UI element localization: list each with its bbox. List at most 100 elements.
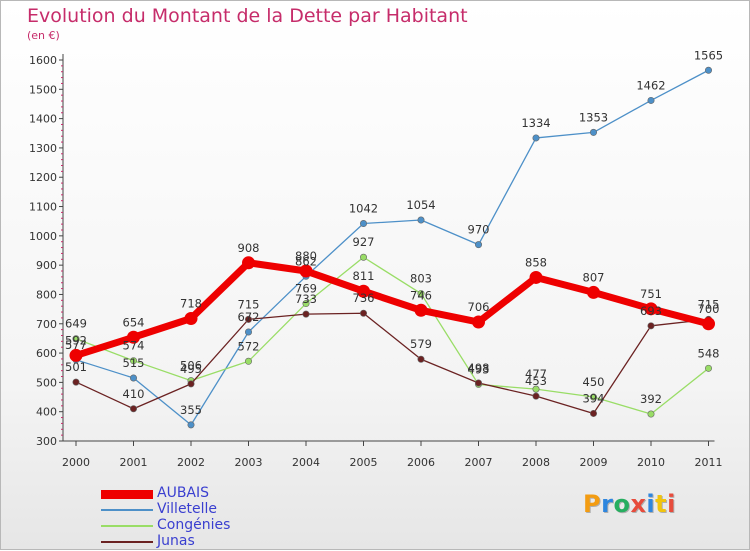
data-point bbox=[587, 285, 600, 299]
data-point bbox=[245, 315, 253, 323]
data-label: 807 bbox=[583, 270, 605, 284]
data-point bbox=[299, 264, 313, 278]
data-point bbox=[130, 357, 138, 365]
logo-letter: i bbox=[646, 490, 656, 518]
y-tick-label: 1100 bbox=[29, 201, 57, 214]
data-label: 1565 bbox=[694, 48, 723, 62]
series-line-aubais bbox=[72, 259, 712, 359]
legend-swatch bbox=[101, 525, 153, 527]
data-point bbox=[647, 322, 655, 330]
data-label: 715 bbox=[238, 297, 260, 311]
data-point bbox=[472, 315, 485, 329]
logo-letter: t bbox=[655, 490, 668, 518]
data-point bbox=[532, 134, 540, 142]
axes: 300 400 500 600 700 800 900 1000 1100 1200 1300 140… bbox=[29, 54, 723, 469]
series-line-junas bbox=[75, 312, 710, 415]
x-tick-label: 2001 bbox=[120, 456, 148, 469]
x-tick-label: 2002 bbox=[177, 456, 205, 469]
y-tick-label: 1000 bbox=[29, 230, 57, 243]
data-point bbox=[184, 311, 198, 325]
data-point bbox=[359, 309, 367, 317]
data-point bbox=[644, 302, 658, 316]
data-label: 355 bbox=[180, 403, 202, 417]
x-tick-label: 2007 bbox=[465, 456, 493, 469]
data-label: 495 bbox=[180, 362, 202, 376]
data-label: 493 bbox=[468, 362, 490, 376]
data-point bbox=[474, 379, 482, 387]
data-point bbox=[474, 241, 482, 249]
x-tick-label: 2004 bbox=[292, 456, 320, 469]
legend-swatch bbox=[101, 509, 153, 511]
data-point bbox=[417, 290, 425, 298]
data-point bbox=[529, 270, 543, 284]
data-label: 718 bbox=[180, 296, 202, 310]
data-point bbox=[245, 328, 253, 336]
data-label: 592 bbox=[65, 333, 87, 347]
data-label: 858 bbox=[525, 255, 547, 269]
logo-letter: P bbox=[583, 490, 602, 518]
data-point bbox=[130, 374, 138, 382]
data-label: 394 bbox=[583, 391, 605, 405]
y-tick-label: 800 bbox=[36, 288, 57, 301]
data-point bbox=[417, 355, 425, 363]
data-point bbox=[532, 385, 540, 393]
logo-letter: o bbox=[613, 490, 631, 518]
data-label: 862 bbox=[295, 254, 317, 268]
data-point bbox=[187, 380, 195, 388]
proxiti-logo: Proxiti bbox=[583, 490, 676, 518]
x-tick-label: 2005 bbox=[350, 456, 378, 469]
y-tick-label: 500 bbox=[36, 376, 57, 389]
data-point bbox=[72, 378, 80, 386]
series-line-villetelle bbox=[75, 69, 710, 426]
data-label: 450 bbox=[583, 375, 605, 389]
y-tick-label: 400 bbox=[36, 406, 57, 419]
data-point bbox=[130, 405, 138, 413]
data-point bbox=[589, 128, 597, 136]
data-label: 693 bbox=[640, 304, 662, 318]
x-tick-label: 2008 bbox=[522, 456, 550, 469]
x-tick-label: 2003 bbox=[235, 456, 263, 469]
legend-label: Congénies bbox=[157, 517, 231, 533]
legend-label: Villetelle bbox=[157, 501, 218, 517]
data-point bbox=[589, 409, 597, 417]
x-tick-label: 2006 bbox=[407, 456, 435, 469]
data-point bbox=[702, 317, 715, 331]
data-label: 672 bbox=[238, 310, 260, 324]
data-label: 803 bbox=[410, 272, 432, 286]
y-tick-label: 1400 bbox=[29, 113, 57, 126]
data-point bbox=[302, 310, 310, 318]
data-label: 477 bbox=[525, 367, 547, 381]
data-point bbox=[127, 330, 140, 344]
data-label: 751 bbox=[640, 287, 662, 301]
data-label: 501 bbox=[65, 360, 87, 374]
data-label: 1054 bbox=[406, 198, 435, 212]
data-label: 1334 bbox=[521, 116, 550, 130]
data-label: 453 bbox=[525, 374, 547, 388]
data-point bbox=[302, 300, 310, 308]
x-tick-label: 2010 bbox=[637, 456, 665, 469]
data-label: 908 bbox=[238, 241, 260, 255]
y-tick-label: 300 bbox=[36, 435, 57, 448]
data-label: 574 bbox=[123, 339, 145, 353]
logo-letter: r bbox=[601, 490, 614, 518]
x-tick-label: 2009 bbox=[580, 456, 608, 469]
data-labels: 592 654 718 908 880 811 746 706 858 807 751 700 577 5… bbox=[65, 48, 723, 417]
y-tick-label: 1300 bbox=[29, 142, 57, 155]
logo-letter: i bbox=[667, 490, 676, 518]
data-point bbox=[414, 303, 428, 317]
chart-title: Evolution du Montant de la Dette par Hab… bbox=[27, 5, 468, 27]
data-label: 811 bbox=[353, 269, 375, 283]
data-point bbox=[187, 421, 195, 429]
data-point bbox=[532, 392, 540, 400]
data-point bbox=[704, 364, 712, 372]
data-label: 410 bbox=[123, 387, 145, 401]
data-label: 700 bbox=[698, 302, 720, 316]
data-point bbox=[359, 253, 367, 261]
data-label: 715 bbox=[698, 297, 720, 311]
data-label: 1353 bbox=[579, 110, 608, 124]
data-label: 970 bbox=[468, 223, 490, 237]
data-label: 515 bbox=[123, 356, 145, 370]
data-label: 548 bbox=[698, 346, 720, 360]
